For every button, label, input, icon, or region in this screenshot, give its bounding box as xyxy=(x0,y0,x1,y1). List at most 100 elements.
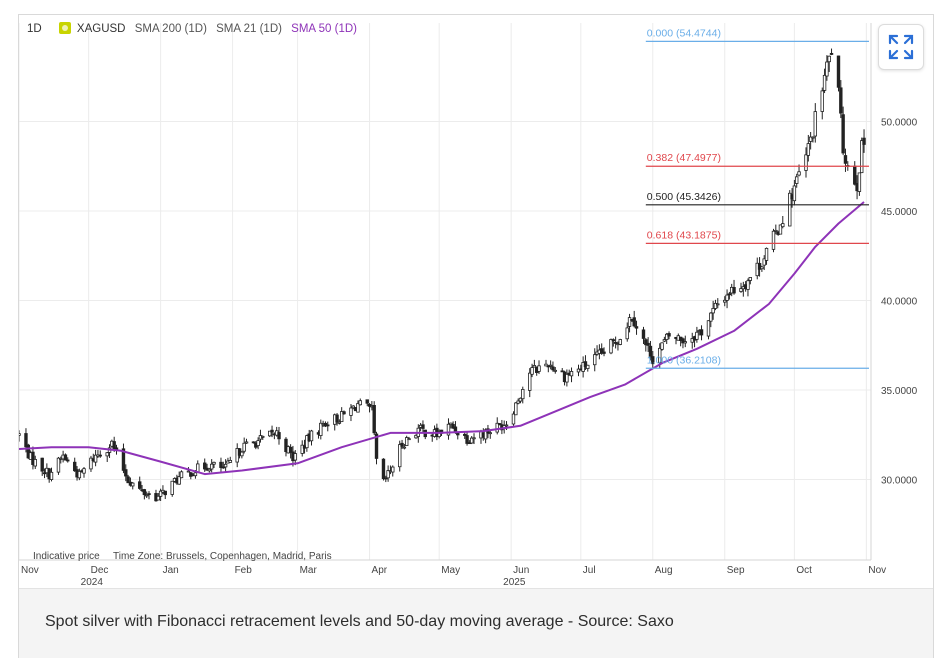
price-chart: 30.0000 35.0000 40.0000 45.0000 50.0000 Nov De… xyxy=(19,23,918,588)
candle-body xyxy=(219,461,223,468)
candle-body xyxy=(560,370,564,373)
candle-body xyxy=(857,172,862,192)
candle-body xyxy=(641,329,646,339)
x-tick-label: Nov xyxy=(21,565,39,576)
fib-level-label: 0.500 (45.3426) xyxy=(647,191,721,203)
x-tick-label: May xyxy=(441,565,460,576)
candle-body xyxy=(472,437,476,440)
candle-body xyxy=(760,266,764,270)
candle-body xyxy=(727,293,732,296)
candle-body xyxy=(681,338,685,344)
candle-body xyxy=(706,320,711,337)
candle-body xyxy=(156,495,160,501)
candle-body xyxy=(463,433,467,436)
candle-body xyxy=(437,431,441,438)
y-tick-label: 40.0000 xyxy=(881,296,918,307)
candle-body xyxy=(797,171,801,176)
x-tick-label: Apr xyxy=(372,565,388,576)
expand-button[interactable] xyxy=(878,24,924,70)
candle-body xyxy=(193,472,198,477)
x-tick-label: Jun xyxy=(513,565,529,576)
candle-body xyxy=(811,136,815,139)
candle-body xyxy=(627,317,632,327)
fib-level-label: 1.000 (36.2108) xyxy=(647,354,721,366)
sma50-label[interactable]: SMA 50 (1D) xyxy=(291,23,357,35)
candle-body xyxy=(398,444,402,468)
candle-body xyxy=(256,440,260,446)
candle-body xyxy=(240,451,244,457)
candle-body xyxy=(349,407,353,416)
candle-body xyxy=(305,435,309,449)
candle-body xyxy=(625,327,629,340)
x-tick-label: Oct xyxy=(796,565,812,576)
candle-body xyxy=(725,294,729,301)
x-tick-label: Jul xyxy=(583,565,596,576)
candle-body xyxy=(335,414,339,423)
candle-body xyxy=(356,403,360,413)
candle-body xyxy=(771,230,776,250)
chart-card: 30.0000 35.0000 40.0000 45.0000 50.0000 Nov De… xyxy=(18,14,934,658)
candle-body xyxy=(242,442,246,452)
expand-arrows-icon xyxy=(888,34,914,60)
candle-body xyxy=(514,402,518,416)
x-year-label: 2024 xyxy=(81,577,104,588)
candle-body xyxy=(829,52,834,55)
candle-body xyxy=(147,493,151,496)
candle-body xyxy=(804,154,808,171)
candle-body xyxy=(56,457,61,473)
candle-body xyxy=(551,366,555,371)
candle-body xyxy=(569,371,574,377)
candle-body xyxy=(384,477,388,480)
candle-body xyxy=(537,365,541,372)
fib-level-label: 0.000 (54.4744) xyxy=(647,27,721,39)
candle-body xyxy=(244,441,249,444)
candle-body xyxy=(532,365,537,368)
candle-body xyxy=(658,347,662,364)
candle-body xyxy=(268,430,272,437)
candle-body xyxy=(221,466,225,469)
candle-body xyxy=(124,469,128,477)
candle-body xyxy=(660,342,664,350)
candle-body xyxy=(82,468,86,474)
x-tick-label: Sep xyxy=(727,565,745,576)
candle-body xyxy=(788,192,792,227)
candle-body xyxy=(611,339,616,342)
candle-body xyxy=(820,90,824,112)
candle-body xyxy=(613,342,618,344)
candle-body xyxy=(421,424,425,429)
candle-body xyxy=(853,165,857,185)
candle-body xyxy=(839,87,843,114)
sma200-label[interactable]: SMA 200 (1D) xyxy=(134,23,207,35)
candle-body xyxy=(465,435,469,444)
candle-body xyxy=(469,437,474,444)
candle-body xyxy=(757,263,762,270)
candle-body xyxy=(862,137,866,145)
candle-body xyxy=(497,423,502,425)
chart-caption: Spot silver with Fibonacci retracement l… xyxy=(45,613,674,630)
candle-body xyxy=(381,458,386,480)
candle-body xyxy=(609,339,613,354)
candle-body xyxy=(223,463,228,468)
candle-body xyxy=(63,454,68,461)
candle-body xyxy=(158,490,163,497)
candle-body xyxy=(186,470,191,473)
candle-body xyxy=(516,400,520,404)
candle-body xyxy=(781,223,785,228)
candle-body xyxy=(646,342,650,346)
candle-body xyxy=(407,438,411,441)
candle-body xyxy=(144,494,149,497)
candle-body xyxy=(762,258,766,266)
candle-body xyxy=(89,457,93,470)
chart-legend: 1D XAGUSD SMA 200 (1D) SMA 21 (1D) SMA 5… xyxy=(27,22,363,35)
indicative-price-note: Indicative price xyxy=(33,551,100,562)
candle-body xyxy=(24,433,28,448)
candle-body xyxy=(521,389,525,400)
candle-body xyxy=(822,74,827,91)
sma21-label[interactable]: SMA 21 (1D) xyxy=(216,23,282,35)
candle-body xyxy=(518,397,523,402)
candle-body xyxy=(319,422,323,436)
candle-body xyxy=(367,404,372,407)
candle-body xyxy=(732,287,736,294)
x-tick-label: Nov xyxy=(868,565,886,576)
candle-body xyxy=(40,457,44,472)
